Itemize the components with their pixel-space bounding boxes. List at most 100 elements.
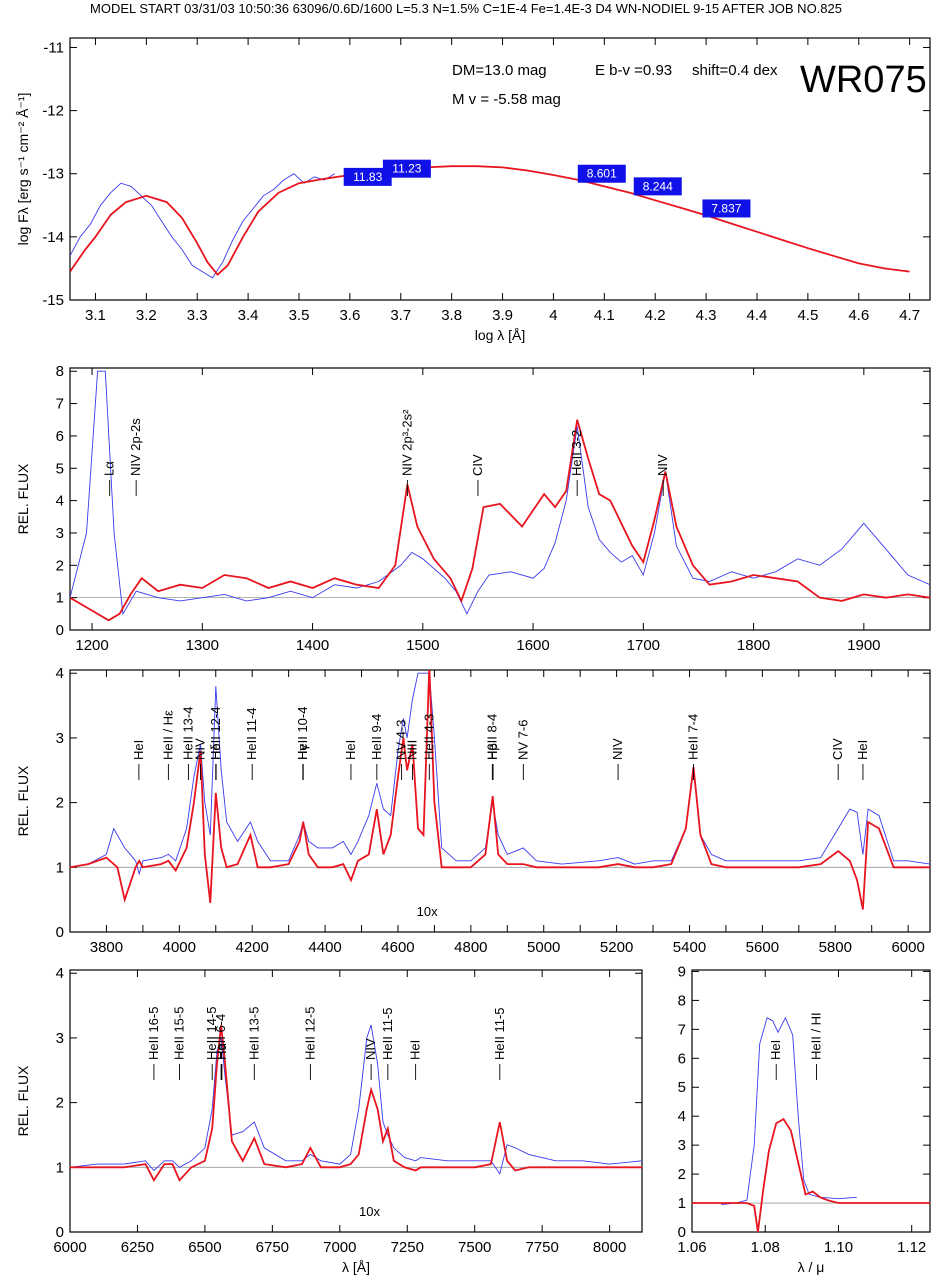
red-xtick-label: 8000 [593,1239,626,1256]
ir-xtick-label: 1.06 [677,1239,706,1256]
optical-line-id-label: HeII 12-4 [208,707,223,760]
sed-xtick-label: 4.3 [696,307,717,324]
sed-xtick-label: 4.6 [848,307,869,324]
optical-line-id-label: Hβ [485,743,500,760]
uv-xtick-label: 1900 [847,637,880,654]
red-xtick-label: 7000 [323,1239,356,1256]
uv-line-id-label: CIV [470,454,485,476]
red-ytick-label: 0 [56,1224,64,1241]
red-xtick-label: 6500 [188,1239,221,1256]
red-xtick-label: 6750 [256,1239,289,1256]
sed-xtick-label: 4.1 [594,307,615,324]
optical-line-id-label: HeII / Hε [160,710,175,760]
optical-xtick-label: 4000 [163,939,196,956]
sed-xtick-label: 3.1 [85,307,106,324]
ir-xtick-label: 1.12 [897,1239,926,1256]
ir-ytick-label: 7 [678,1021,686,1038]
optical-line-id-label: HeII 7-4 [686,714,701,760]
photometry-box [633,177,682,196]
sed-xtick-label: 3.9 [492,307,513,324]
optical-line-id-label: HeII 10-4 [295,707,310,760]
optical-line-id-label: HeII 13-4 [180,707,195,760]
red-ytick-label: 1 [56,1159,64,1176]
optical-ytick-label: 4 [56,665,64,682]
optical-line-id-label: HeII 8-4 [484,714,499,760]
red-line-id-label: HeII 6-4 [213,1014,228,1060]
optical-xtick-label: 3800 [90,939,123,956]
sed-xtick-label: 3.7 [390,307,411,324]
sed-panel: 3.1 3.2 3.3 3.4 3.5 3.6 3.7 3.8 3.9 4 4.1 4.2 4.3 4.4… [15,37,931,343]
sed-ytick-label: -14 [42,229,64,246]
red-line-id-label: HeII 15-5 [172,1007,187,1060]
optical-observed-line [70,672,930,876]
optical-line-id-label: NIV [192,738,207,760]
sed-xtick-label: 3.6 [339,307,360,324]
ir-frame [691,969,931,1233]
sed-observed-line [70,173,335,279]
optical-line-id-label: HeII 11-4 [244,707,259,760]
red-xlabel: λ [Å] [342,1259,370,1275]
ir-line-id-label: HeII / HI [808,1012,823,1060]
uv-line-id-label: Lα [102,461,117,476]
red-line-id-label: HeII 11-5 [492,1007,507,1060]
red-line-id-label: Hα [214,1043,229,1060]
red-line-id-label: HeII 11-5 [380,1007,395,1060]
ir-ytick-label: 0 [678,1224,686,1241]
ir-ytick-label: 6 [678,1050,686,1067]
uv-ytick-label: 0 [56,622,64,639]
ir-model-line [692,1117,930,1232]
red-line-id-label: HeI [408,1040,423,1060]
sed-ytick-label: -15 [42,292,64,309]
uv-ytick-label: 4 [56,493,64,510]
optical-ytick-label: 1 [56,859,64,876]
optical-line-id-label: CIV [830,738,845,760]
red-line-id-label: NIV [363,1038,378,1060]
photometry-label: 11.23 [392,162,421,176]
photometry-box [577,164,626,183]
uv-frame [69,367,931,631]
ir-ytick-label: 2 [678,1166,686,1183]
optical-frame [69,669,931,933]
optical-xtick-label: 5600 [746,939,779,956]
optical-panel: 3800 4000 4200 4400 4600 4800 5000 5200 5400 5600… [15,665,931,956]
optical-ylabel: REL. FLUX [15,765,31,836]
sed-ylabel: log Fλ [erg s⁻¹ cm⁻² Å⁻¹] [15,93,31,246]
uv-ytick-label: 8 [56,363,64,380]
red-inset-label: 10x [359,1204,380,1219]
sed-xtick-label: 3.2 [136,307,157,324]
sed-frame [69,37,931,301]
uv-ytick-label: 3 [56,525,64,542]
sed-xlabel: log λ [Å] [475,327,526,343]
optical-xtick-label: 5400 [673,939,706,956]
optical-ytick-label: 3 [56,730,64,747]
photometry-box [343,167,392,186]
optical-xtick-label: 4400 [308,939,341,956]
optical-inset-label: 10x [417,904,438,919]
color-excess: E b-v =0.93 [595,62,672,79]
sed-xtick-label: 4.5 [797,307,818,324]
sed-xtick-label: 4.2 [645,307,666,324]
ir-observed-line [721,1016,857,1205]
sed-xtick-label: 3.5 [289,307,310,324]
uv-ytick-label: 7 [56,396,64,413]
red-xtick-label: 6250 [121,1239,154,1256]
uv-xtick-label: 1300 [186,637,219,654]
red-xtick-label: 7750 [525,1239,558,1256]
sed-ytick-label: -12 [42,103,64,120]
red-line-id-label: HeII 16-5 [146,1007,161,1060]
uv-line-id-label: NIV 2p-2s [128,418,143,476]
ir-xtick-label: 1.08 [751,1239,780,1256]
optical-xtick-label: 4600 [381,939,414,956]
photometry-label: 7.837 [711,201,741,215]
photometry-box [382,159,431,178]
ir-xlabel: λ / μ [798,1259,825,1275]
uv-line-id-label: NIV 2p³-2s² [399,409,414,476]
sed-xtick-label: 3.3 [187,307,208,324]
distance-modulus: DM=13.0 mag [452,62,547,79]
ir-ytick-label: 5 [678,1079,686,1096]
optical-line-id-label: Hγ [295,744,310,760]
red-observed-line [70,1024,642,1175]
sed-xtick-label: 4.4 [747,307,768,324]
ir-ytick-label: 1 [678,1195,686,1212]
